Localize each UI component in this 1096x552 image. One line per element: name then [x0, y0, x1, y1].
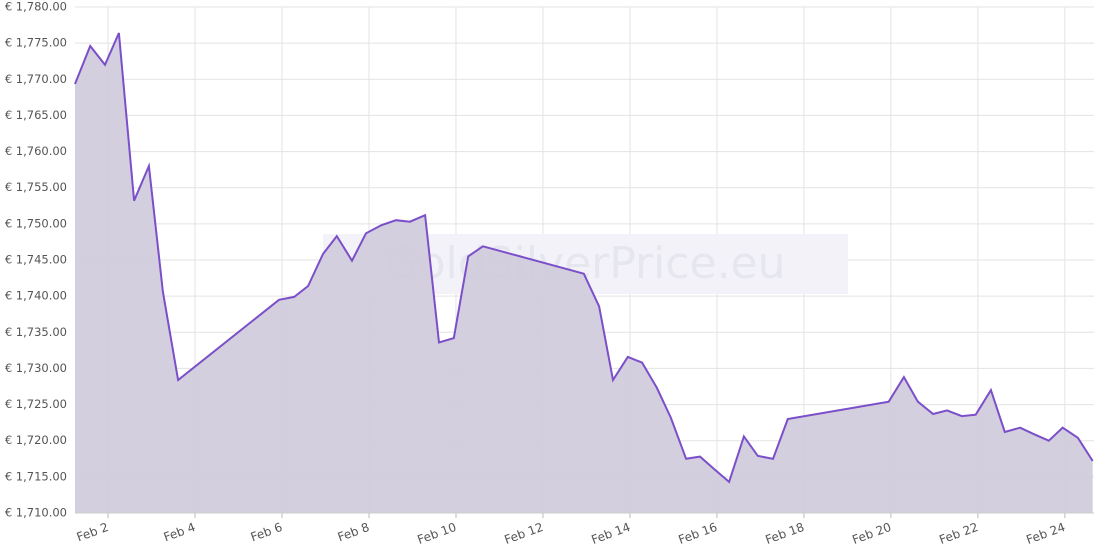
x-tick-label: Feb 20	[850, 520, 893, 547]
x-tick-label: Feb 16	[676, 520, 719, 547]
y-tick-label: € 1,735.00	[5, 325, 67, 339]
y-tick-label: € 1,720.00	[5, 433, 67, 447]
area	[75, 33, 1093, 513]
y-tick-label: € 1,765.00	[5, 108, 67, 122]
y-tick-label: € 1,730.00	[5, 361, 67, 375]
x-tick-label: Feb 14	[589, 520, 632, 547]
y-tick-label: € 1,740.00	[5, 289, 67, 303]
x-tick-label: Feb 2	[75, 520, 111, 544]
y-tick-label: € 1,745.00	[5, 253, 67, 267]
x-tick-label: Feb 10	[416, 520, 459, 547]
x-tick-label: Feb 6	[249, 520, 285, 544]
x-tick-label: Feb 22	[937, 520, 980, 547]
y-tick-label: € 1,760.00	[5, 144, 67, 158]
y-tick-label: € 1,770.00	[5, 72, 67, 86]
x-tick-label: Feb 12	[502, 520, 545, 547]
x-tick-label: Feb 18	[763, 520, 806, 547]
x-tick-label: Feb 8	[336, 520, 372, 544]
y-tick-label: € 1,725.00	[5, 397, 67, 411]
y-tick-label: € 1,750.00	[5, 216, 67, 230]
y-tick-label: € 1,715.00	[5, 469, 67, 483]
y-tick-label: € 1,780.00	[5, 0, 67, 14]
x-tick-label: Feb 4	[162, 520, 198, 544]
y-tick-label: € 1,755.00	[5, 180, 67, 194]
line	[74, 32, 1094, 484]
y-tick-label: € 1,775.00	[5, 36, 67, 50]
x-tick-label: Feb 24	[1024, 520, 1067, 547]
y-tick-label: € 1,710.00	[5, 506, 67, 520]
